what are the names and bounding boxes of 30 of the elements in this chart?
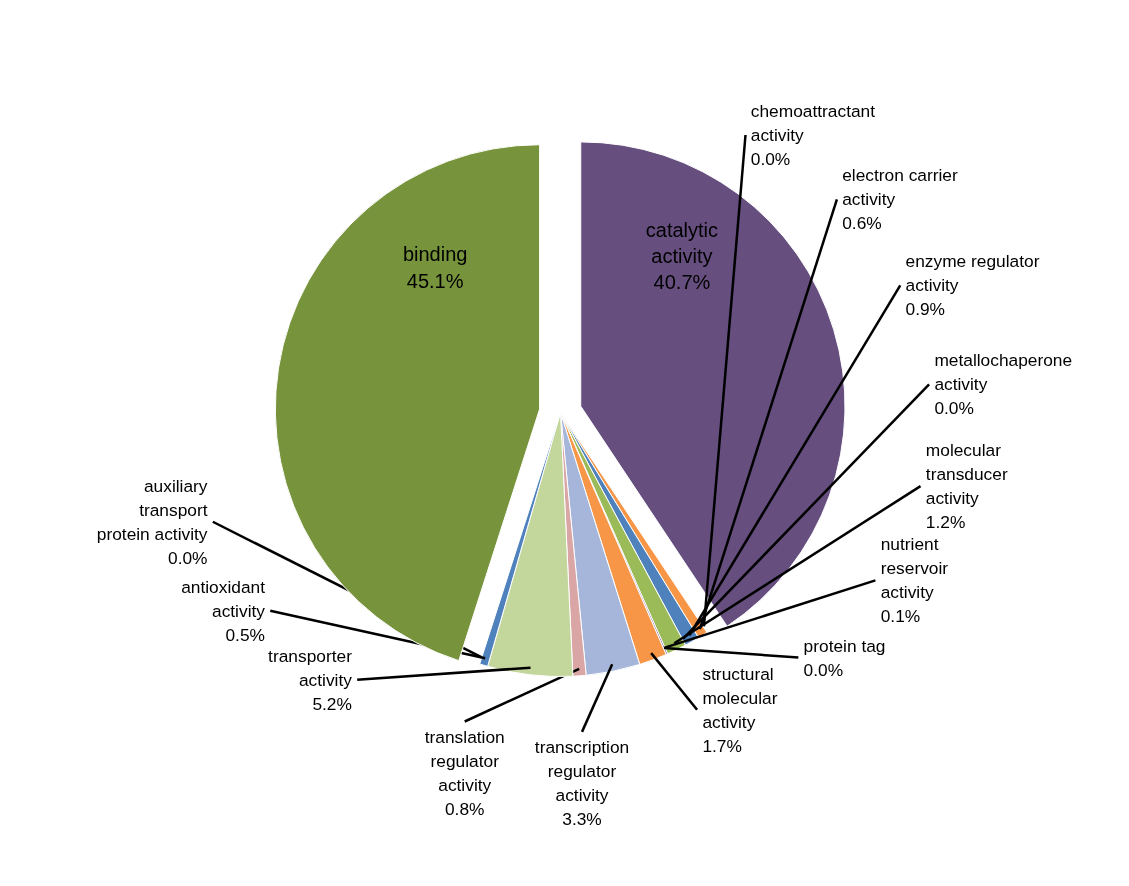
text: 0.0%	[168, 547, 208, 568]
slice-label: nutrient reservoir activity	[880, 534, 949, 603]
text: 0.0%	[934, 398, 974, 419]
data-label: 1.2%	[925, 512, 966, 533]
slice-label: binding	[402, 243, 468, 266]
slice-label: catalytic activity	[645, 218, 719, 267]
category-label: chemoattractant activity	[750, 100, 876, 145]
text: 0.0%	[803, 659, 844, 680]
data-label: 40.7%	[653, 271, 711, 294]
slice-label: electron carrier activity	[842, 165, 958, 210]
data-label: 45.1%	[406, 269, 464, 292]
data-label: 0.5%	[225, 624, 265, 645]
category-label: auxiliary transport protein activity	[96, 475, 208, 544]
text: 0.0%	[750, 148, 791, 169]
data-label: 5.2%	[312, 693, 352, 714]
data-label: 3.3%	[562, 809, 602, 830]
slice-label: antioxidant activity	[181, 576, 266, 621]
data-label: 0.8%	[444, 798, 485, 819]
slice-label: structural molecular activity	[702, 663, 778, 732]
category-label: protein tag	[803, 635, 886, 656]
data-label: 0.6%	[842, 213, 882, 234]
category-label: metallochaperone activity	[934, 350, 1073, 395]
slice-label: translation regulator activity	[424, 726, 505, 795]
data-label: 1.7%	[702, 735, 742, 756]
data-label: 0.1%	[880, 606, 921, 627]
slice-label: enzyme regulator activity	[905, 251, 1040, 296]
slice-label: transcription regulator activity	[534, 737, 630, 806]
slice-label: transporter activity	[268, 645, 353, 690]
data-label: 0.9%	[905, 299, 946, 320]
slice-label: molecular transducer activity	[925, 440, 1008, 509]
